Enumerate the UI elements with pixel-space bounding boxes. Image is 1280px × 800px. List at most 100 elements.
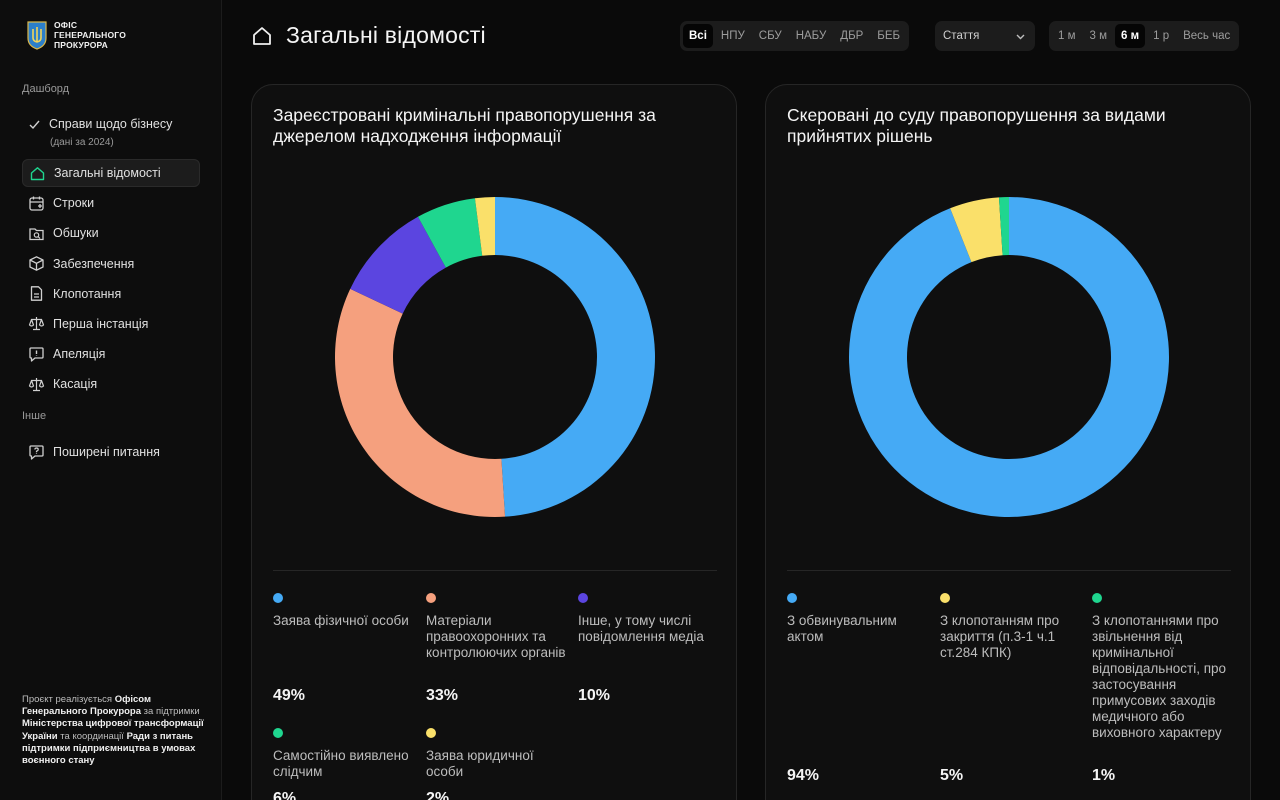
legend-label: Матеріали правоохоронних та контролюючих… — [426, 613, 566, 660]
other-section-label: Інше — [22, 410, 47, 422]
legend-label: З обвинувальним актом — [787, 613, 897, 644]
home-icon — [253, 26, 271, 45]
legend-value: 6% — [273, 790, 297, 800]
legend-item: Матеріали правоохоронних та контролюючих… — [426, 593, 566, 704]
divider — [787, 570, 1231, 571]
card-title: Скеровані до суду правопорушення за вида… — [787, 105, 1166, 146]
calendar-icon — [29, 196, 44, 211]
donut-segment[interactable] — [350, 216, 446, 314]
sidebar-item-label: Клопотання — [53, 286, 122, 301]
legend-label: Заява юридичної особи — [426, 748, 534, 779]
sidebar-item-label: Забезпечення — [53, 256, 135, 271]
agency-option-npu[interactable]: НПУ — [720, 30, 745, 42]
legend-item: Заява фізичної особи 49% — [273, 593, 413, 704]
note-text: за підтримки — [141, 706, 200, 718]
box-icon — [29, 256, 44, 271]
sidebar-item-cassation[interactable]: Касація — [22, 370, 200, 398]
donut-segment[interactable] — [849, 197, 1169, 517]
legend-label: З клопотаннями про звільнення від кримін… — [1092, 613, 1227, 740]
legend-dot — [1092, 593, 1102, 603]
legend-item: Заява юридичної особи 2% — [426, 728, 566, 800]
donut-segment[interactable] — [474, 197, 495, 256]
business-cases-link[interactable]: Справи щодо бізнесу (дані за 2024) — [28, 117, 172, 148]
period-option-1m[interactable]: 1 м — [1058, 30, 1076, 42]
sidebar-item-appeal[interactable]: Апеляція — [22, 340, 200, 368]
agency-option-dbr[interactable]: ДБР — [840, 30, 864, 42]
scales-icon — [28, 317, 45, 331]
legend-dot — [578, 593, 588, 603]
sidebar-item-motions[interactable]: Клопотання — [22, 280, 200, 308]
period-option-1y[interactable]: 1 р — [1153, 30, 1170, 42]
sidebar-item-faq[interactable]: Поширені питання — [22, 438, 200, 466]
note-text: та координації — [57, 730, 127, 742]
legend-label: Самостійно виявлено слідчим — [273, 748, 409, 779]
legend-label: З клопотанням про закриття (п.3-1 ч.1 ст… — [940, 613, 1060, 660]
trident-shield-icon — [27, 21, 47, 50]
donut-chart — [849, 197, 1169, 517]
donut-chart — [335, 197, 655, 517]
legend-label: Інше, у тому числі повідомлення медіа — [578, 613, 704, 644]
page-title: Загальні відомості — [250, 22, 486, 49]
donut-segment[interactable] — [335, 288, 506, 517]
legend-value: 1% — [1092, 767, 1116, 784]
divider — [273, 570, 717, 571]
sidebar-item-label: Строки — [53, 196, 95, 211]
legend-item: З клопотанням про закриття (п.3-1 ч.1 ст… — [940, 593, 1080, 784]
legend-value: 94% — [787, 767, 820, 784]
legend-value: 33% — [426, 687, 459, 704]
check-icon — [29, 120, 40, 129]
sidebar-item-label: Поширені питання — [53, 445, 160, 459]
document-icon — [30, 286, 43, 302]
sidebar-item-label: Обшуки — [53, 226, 99, 241]
donut-segment[interactable] — [950, 197, 1003, 263]
legend-dot — [940, 593, 950, 603]
search-folder-icon — [29, 228, 44, 241]
period-option-3m[interactable]: 3 м — [1089, 30, 1108, 42]
project-note: Проєкт реалізується Офісом Генерального … — [22, 694, 204, 767]
legend-value: 2% — [426, 790, 450, 800]
sidebar-item-label: Касація — [53, 377, 98, 392]
logo[interactable]: ОФІС ГЕНЕРАЛЬНОГО ПРОКУРОРА — [26, 20, 144, 50]
legend-label: Заява фізичної особи — [273, 613, 409, 628]
agency-filter: Всі НПУ СБУ НАБУ ДБР БЕБ — [680, 21, 910, 51]
sidebar-item-first-instance[interactable]: Перша інстанція — [22, 310, 200, 338]
sidebar-item-terms[interactable]: Строки — [22, 189, 200, 217]
article-select-value: Стаття — [943, 30, 980, 42]
brand-name: ОФІС ГЕНЕРАЛЬНОГО ПРОКУРОРА — [54, 20, 127, 50]
question-message-icon — [29, 444, 44, 460]
legend-value: 5% — [940, 767, 964, 784]
agency-option-sbu[interactable]: СБУ — [758, 30, 782, 42]
period-option-6m[interactable]: 6 м — [1115, 24, 1146, 48]
home-icon — [30, 166, 45, 180]
chevron-down-icon — [1016, 34, 1025, 40]
agency-option-nabu[interactable]: НАБУ — [795, 30, 827, 42]
legend-item: Самостійно виявлено слідчим 6% — [273, 728, 413, 800]
legend-item: З обвинувальним актом 94% — [787, 593, 927, 784]
donut-segment[interactable] — [495, 197, 655, 517]
legend-dot — [426, 593, 436, 603]
note-org: Ради з питань підтримки підприємництва в… — [22, 730, 196, 767]
note-org: Офісом Генерального Прокурора — [22, 694, 152, 718]
legend-dot — [787, 593, 797, 603]
article-select[interactable]: Стаття — [935, 21, 1035, 51]
legend-dot — [426, 728, 436, 738]
dashboard-section-label: Дашборд — [22, 83, 70, 95]
sidebar-nav: Загальні відомості Строки Обшуки Забезпе… — [22, 159, 200, 401]
business-cases-sub: (дані за 2024) — [50, 137, 114, 148]
sidebar-item-label: Перша інстанція — [53, 316, 149, 331]
card-title: Зареєстровані кримінальні правопорушення… — [273, 105, 656, 146]
sidebar-item-label: Загальні відомості — [54, 166, 161, 180]
agency-option-beb[interactable]: БЕБ — [877, 30, 901, 42]
agency-option-all[interactable]: Всі — [683, 24, 713, 48]
sidebar-item-searches[interactable]: Обшуки — [22, 219, 200, 247]
alert-message-icon — [29, 346, 44, 362]
donut-segment[interactable] — [998, 197, 1009, 256]
sidebar-item-security[interactable]: Забезпечення — [22, 250, 200, 278]
note-text: Проєкт реалізується — [22, 694, 115, 705]
donut-segment[interactable] — [417, 198, 483, 268]
scales-icon — [28, 377, 45, 391]
sidebar-item-general[interactable]: Загальні відомості — [22, 159, 200, 187]
legend-value: 10% — [578, 687, 611, 704]
note-org: Міністерства цифрової трансформації Укра… — [22, 718, 204, 742]
period-option-all-time[interactable]: Весь час — [1183, 30, 1231, 42]
